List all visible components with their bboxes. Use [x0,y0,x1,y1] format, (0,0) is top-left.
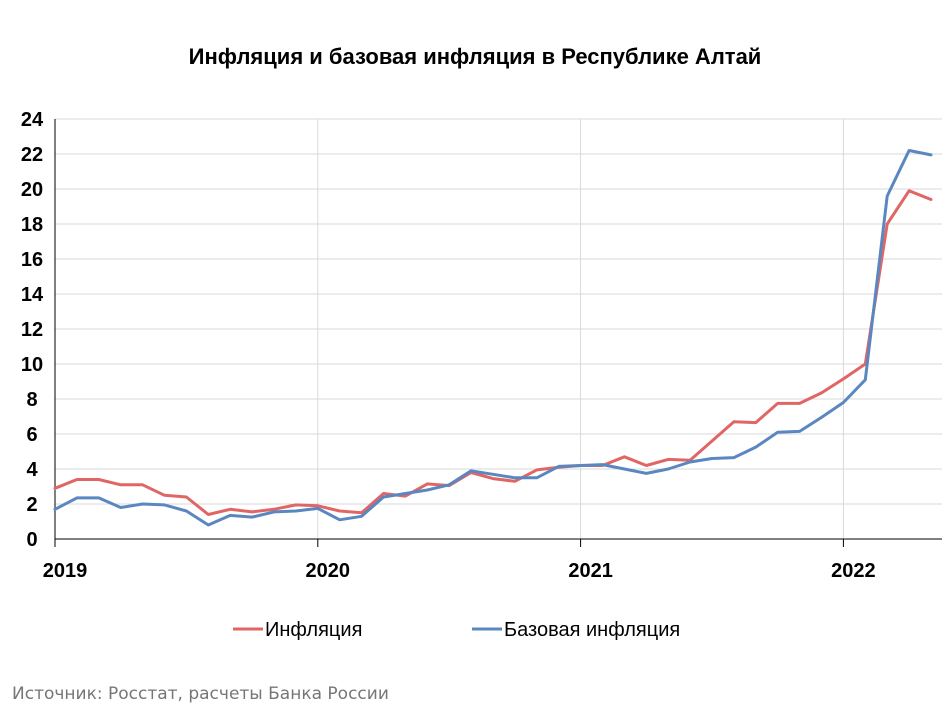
series-line-core-inflation [53,149,933,527]
y-tick-label: 14 [21,284,44,306]
legend-label: Базовая инфляция [504,619,680,641]
legend: Инфляция Базовая инфляция [233,619,680,641]
legend-label: Инфляция [265,619,362,641]
y-tick-label: 16 [21,249,43,271]
chart-title: Инфляция и базовая инфляция в Республике… [188,44,762,69]
x-tick-label: 2021 [568,560,613,582]
x-tick-label: 2020 [306,560,351,582]
axis-layer [54,119,942,547]
y-tick-label: 8 [26,389,37,411]
grid-layer [55,118,942,539]
source-note: Источник: Росстат, расчеты Банка России [12,684,389,704]
y-tick-label: 0 [26,529,37,551]
series-layer [53,149,933,527]
series-line-inflation [53,189,933,516]
y-tick-label: 12 [21,319,43,341]
y-tick-label: 4 [26,459,38,481]
y-tick-label: 22 [21,144,43,166]
y-tick-label: 2 [26,494,37,516]
y-tick-label: 24 [21,109,44,131]
x-tick-labels: 2019 2020 2021 2022 [43,560,876,582]
x-tick-label: 2019 [43,560,88,582]
x-tick-label: 2022 [831,560,876,582]
y-tick-label: 18 [21,214,43,236]
y-tick-label: 10 [21,354,43,376]
y-tick-label: 6 [26,424,37,446]
y-tick-label: 20 [21,179,43,201]
